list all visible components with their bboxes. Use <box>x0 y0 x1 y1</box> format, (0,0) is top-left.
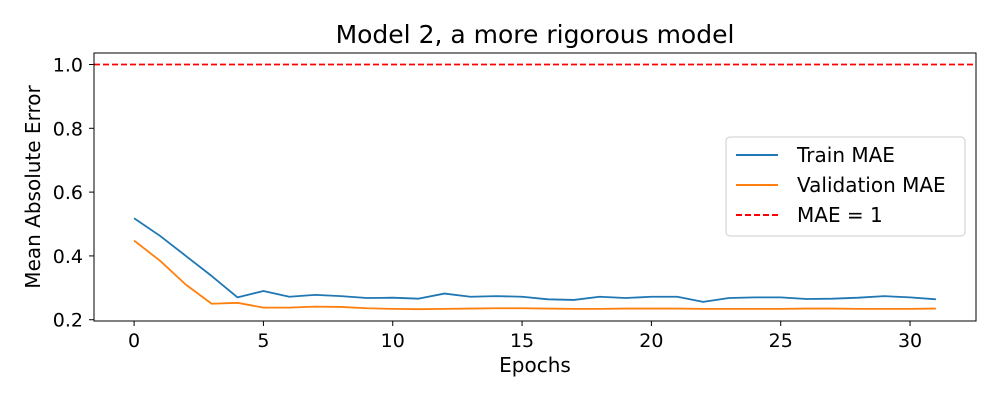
y-tick-label: 1.0 <box>53 54 83 76</box>
legend-label-train-mae: Train MAE <box>796 143 895 167</box>
legend-label-mae-1: MAE = 1 <box>797 203 883 227</box>
y-tick-label: 0.8 <box>53 118 83 140</box>
legend: Train MAE Validation MAE MAE = 1 <box>725 136 966 237</box>
x-tick-label: 20 <box>639 330 663 352</box>
series-line-1 <box>133 239 936 311</box>
x-tick-label: 30 <box>898 330 922 352</box>
chart-title: Model 2, a more rigorous model <box>336 20 735 49</box>
y-tick-label: 0.6 <box>53 182 83 204</box>
x-tick-label: 10 <box>381 330 405 352</box>
legend-label-validation-mae: Validation MAE <box>797 173 946 197</box>
y-tick-label: 0.2 <box>53 310 83 332</box>
x-axis-label: Epochs <box>499 353 571 377</box>
series-layer <box>94 63 976 311</box>
x-tick-label: 25 <box>769 330 793 352</box>
series-line-0 <box>133 217 936 303</box>
legend-frame <box>725 136 966 237</box>
ticks-layer: 0 5 10 15 20 25 30 0.2 0.4 0.6 0.8 1.0 <box>53 54 922 352</box>
y-axis-label: Mean Absolute Error <box>21 85 45 289</box>
x-tick-label: 15 <box>510 330 534 352</box>
x-tick-label: 0 <box>128 330 140 352</box>
y-tick-label: 0.4 <box>53 246 83 268</box>
x-tick-label: 5 <box>257 330 269 352</box>
plot-frame <box>93 52 977 322</box>
